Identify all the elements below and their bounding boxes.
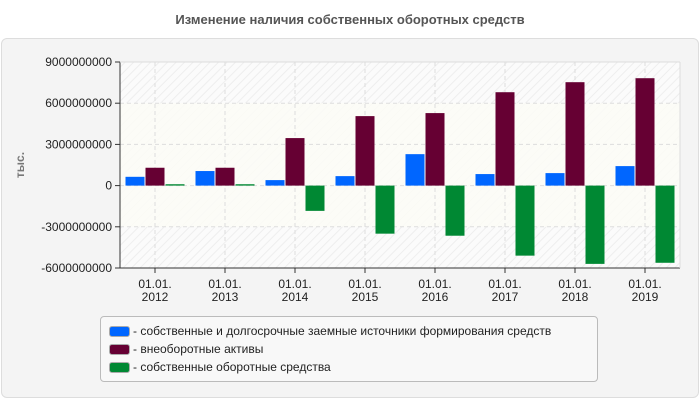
- bar: [655, 185, 675, 263]
- x-tick-label: 2015: [352, 290, 379, 304]
- legend: - собственные и долгосрочные заемные ист…: [100, 316, 598, 382]
- x-tick-label: 2014: [282, 290, 309, 304]
- bar: [565, 82, 585, 186]
- bar: [165, 184, 185, 186]
- legend-label: - внеоборотные активы: [133, 342, 264, 356]
- legend-item: - внеоборотные активы: [109, 340, 589, 358]
- bar: [355, 116, 375, 186]
- legend-swatch: [109, 361, 130, 373]
- bar: [145, 167, 165, 186]
- legend-item: - собственные оборотные средства: [109, 358, 589, 376]
- y-tick-label: 6000000000: [45, 96, 112, 110]
- y-tick-label: 0: [105, 179, 112, 193]
- bar: [305, 185, 325, 211]
- legend-label: - собственные оборотные средства: [133, 360, 331, 374]
- bar: [545, 173, 565, 186]
- bar: [285, 138, 305, 186]
- y-tick-label: 3000000000: [45, 137, 112, 151]
- x-tick-label: 2012: [142, 290, 169, 304]
- legend-swatch: [109, 325, 130, 337]
- x-tick-label: 01.01.: [278, 277, 311, 291]
- x-tick-label: 01.01.: [138, 277, 171, 291]
- x-tick-label: 01.01.: [628, 277, 661, 291]
- y-tick-label: -6000000000: [41, 261, 112, 275]
- bar: [265, 180, 285, 186]
- y-axis-label: тыс.: [13, 152, 27, 178]
- x-tick-label: 01.01.: [348, 277, 381, 291]
- bar: [495, 92, 515, 186]
- x-tick-label: 01.01.: [208, 277, 241, 291]
- x-tick-label: 01.01.: [558, 277, 591, 291]
- legend-item: - собственные и долгосрочные заемные ист…: [109, 322, 589, 340]
- legend-swatch: [109, 343, 130, 355]
- x-tick-label: 2017: [492, 290, 519, 304]
- bar: [475, 174, 495, 186]
- bar: [235, 184, 255, 186]
- legend-label: - собственные и долгосрочные заемные ист…: [133, 324, 552, 338]
- bar: [615, 166, 635, 186]
- bar: [425, 113, 445, 186]
- bar: [195, 171, 215, 186]
- bar: [375, 185, 395, 234]
- bar: [585, 185, 605, 264]
- y-tick-label: 9000000000: [45, 55, 112, 69]
- bar: [125, 176, 145, 186]
- chart-title: Изменение наличия собственных оборотных …: [175, 12, 525, 27]
- x-tick-label: 01.01.: [488, 277, 521, 291]
- x-tick-label: 01.01.: [418, 277, 451, 291]
- bar: [405, 154, 425, 186]
- bar: [635, 78, 655, 186]
- x-tick-label: 2018: [562, 290, 589, 304]
- x-tick-label: 2019: [632, 290, 659, 304]
- bar: [445, 185, 465, 236]
- bar: [515, 185, 535, 256]
- x-tick-label: 2013: [212, 290, 239, 304]
- bar: [335, 176, 355, 186]
- bar: [215, 167, 235, 186]
- x-tick-label: 2016: [422, 290, 449, 304]
- y-tick-label: -3000000000: [41, 220, 112, 234]
